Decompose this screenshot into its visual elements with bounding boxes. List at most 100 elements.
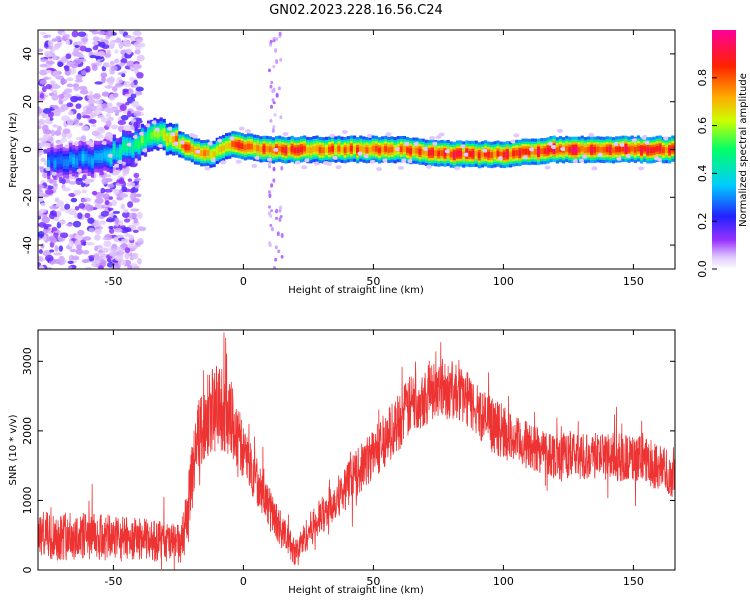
snr-x-tick-label: 50 bbox=[366, 575, 380, 588]
spectrogram-noise-cell bbox=[79, 89, 89, 95]
spectrogram-noise-cell bbox=[57, 61, 64, 68]
snr-y-tick-label: 0 bbox=[21, 567, 34, 574]
spectrogram-halo-cell bbox=[251, 163, 258, 168]
spectrogram-ridge-cell bbox=[434, 150, 438, 157]
spectrogram-halo-cell bbox=[254, 155, 261, 160]
spectrogram-ridge-cell bbox=[459, 150, 463, 157]
spectrogram-ridge-cell bbox=[162, 131, 166, 139]
spectrogram-y-ticks: -40 -20 0 20 40 bbox=[21, 47, 675, 254]
spectrogram-halo-cell bbox=[401, 158, 408, 163]
spectrogram-halo-cell bbox=[304, 158, 311, 163]
spectrogram-ridge-cell bbox=[331, 145, 335, 152]
spectrogram-noise-cell bbox=[104, 52, 112, 58]
spectrogram-noise-cell bbox=[71, 255, 80, 260]
spectrogram-halo-cell bbox=[273, 147, 280, 152]
spectrogram-halo-cell bbox=[513, 133, 520, 138]
spectrogram-noise-cell bbox=[91, 64, 98, 71]
spectrogram-ridge-cell bbox=[103, 151, 107, 159]
spectrogram-noise-cell bbox=[45, 69, 52, 74]
spectrogram-ridge-cell bbox=[78, 153, 82, 161]
spectrogram-halo-cell bbox=[631, 138, 638, 143]
spectrogram-noise-cell bbox=[82, 250, 90, 255]
spectrogram-halo-cell bbox=[157, 143, 164, 148]
spectrogram-ridge-cell bbox=[546, 147, 550, 154]
spectrogram-ridge-cell bbox=[605, 146, 609, 153]
spectrogram-noise-cell bbox=[53, 231, 59, 239]
spectrogram-noise-cell bbox=[105, 177, 113, 183]
spectrogram-noise-cell bbox=[52, 70, 60, 78]
spectrogram-noise-cell bbox=[45, 83, 52, 90]
spectrogram-ridge-cell bbox=[218, 146, 222, 153]
spectrogram-noise-cell bbox=[269, 39, 273, 44]
spectrogram-halo-cell bbox=[282, 131, 289, 136]
spectrogram-noise-cell bbox=[67, 118, 74, 126]
spectrogram-noise-cell bbox=[59, 232, 69, 239]
spectrogram-noise-cell bbox=[130, 93, 137, 99]
spectrogram-noise-cell bbox=[77, 31, 87, 37]
spectrogram-ridge-cell bbox=[143, 137, 148, 145]
spectrogram-halo-cell bbox=[644, 140, 651, 145]
spectrogram-noise-cell bbox=[127, 178, 133, 182]
spectrogram-ridge-cell bbox=[583, 147, 588, 154]
spectrogram-noise-cell bbox=[51, 180, 58, 184]
spectrogram-noise-cell bbox=[42, 124, 49, 132]
spectrogram-noise-cell bbox=[91, 190, 98, 196]
spectrogram-ridge-cell bbox=[150, 132, 154, 140]
spectrogram-noise-cell bbox=[75, 103, 82, 109]
spectrogram-noise-cell bbox=[267, 162, 271, 167]
spectrogram-ridge-cell bbox=[250, 143, 254, 150]
spectrogram-halo-cell bbox=[329, 133, 336, 138]
spectrogram-ridge-cell bbox=[128, 143, 132, 151]
spectrogram-noise-cell bbox=[108, 228, 115, 234]
spectrogram-ridge-cell bbox=[190, 146, 194, 152]
spectrogram-noise-cell bbox=[123, 218, 131, 223]
spectrogram-noise-cell bbox=[81, 70, 87, 76]
spectrogram-noise-cell bbox=[124, 247, 131, 254]
spectrogram-noise-cell bbox=[52, 83, 59, 89]
spectrogram-halo-cell bbox=[619, 142, 626, 147]
spectrogram-ridge-cell bbox=[505, 151, 510, 158]
spectrogram-ridge-cell bbox=[493, 151, 497, 158]
spectrogram-noise-cell bbox=[114, 217, 120, 225]
spectrogram-noise-cell bbox=[43, 142, 51, 147]
spectrogram-noise-cell bbox=[92, 45, 99, 51]
spectrogram-ridge-cell bbox=[318, 147, 322, 153]
snr-y-tick-label: 1000 bbox=[21, 486, 34, 514]
spectrogram-ridge-cell bbox=[362, 146, 366, 153]
spectrogram-halo-cell bbox=[397, 165, 404, 170]
spectrogram-ridge-cell bbox=[324, 147, 329, 153]
spectrogram-noise-cell bbox=[76, 113, 82, 120]
spectrogram-ridge-cell bbox=[306, 147, 310, 153]
spectrogram-ridge-cell bbox=[658, 145, 662, 152]
spectrogram-noise-cell bbox=[135, 86, 144, 92]
spectrogram-ridge-cell bbox=[652, 147, 656, 153]
spectrogram-noise-cell bbox=[75, 177, 83, 181]
spectrogram-ridge-cell bbox=[480, 151, 485, 158]
spectrogram-noise-cell bbox=[39, 79, 48, 85]
spectrogram-noise-cell bbox=[103, 240, 112, 248]
spectrogram-noise-cell bbox=[100, 187, 106, 194]
spectrogram-halo-cell bbox=[407, 158, 414, 163]
spectrogram-noise-cell bbox=[91, 259, 101, 264]
spectrogram-noise-cell bbox=[77, 212, 83, 220]
spectrogram-noise-cell bbox=[123, 41, 132, 48]
spectrogram-noise-cell bbox=[115, 250, 125, 256]
spectrogram-noise-cell bbox=[70, 61, 75, 65]
spectrogram-noise-cell bbox=[62, 187, 71, 192]
spectrogram-noise-cell bbox=[117, 179, 125, 184]
spectrogram-ridge-cell bbox=[237, 142, 241, 149]
spectrogram-halo-cell bbox=[207, 141, 214, 146]
spectrogram-ridge-cell bbox=[633, 147, 637, 153]
spectrogram-ridge-cell bbox=[321, 147, 325, 154]
spectrogram-ridge-cell bbox=[540, 148, 544, 155]
spectrogram-halo-cell bbox=[544, 165, 551, 170]
spectrogram-ridge-cell bbox=[131, 145, 135, 153]
spectrogram-ridge-cell bbox=[533, 148, 538, 155]
spectrogram-ridge-cell bbox=[512, 150, 516, 157]
snr-x-axis-label: Height of straight line (km) bbox=[288, 585, 424, 596]
spectrogram-noise-cell bbox=[43, 76, 49, 81]
spectrogram-noise-cell bbox=[106, 217, 114, 222]
spectrogram-halo-cell bbox=[76, 168, 83, 173]
spectrogram-noise-cell bbox=[68, 192, 76, 197]
spectrogram-noise-cell bbox=[101, 76, 106, 84]
